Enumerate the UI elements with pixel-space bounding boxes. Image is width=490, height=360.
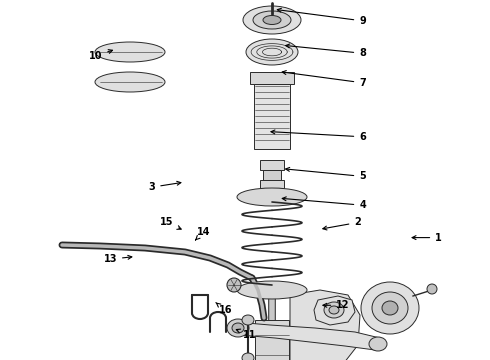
Ellipse shape [263, 15, 281, 24]
Ellipse shape [242, 353, 254, 360]
Ellipse shape [372, 292, 408, 324]
Text: 9: 9 [277, 8, 366, 26]
Ellipse shape [329, 306, 339, 314]
Text: 4: 4 [282, 197, 366, 210]
Text: 1: 1 [412, 233, 442, 243]
Ellipse shape [382, 301, 398, 315]
Ellipse shape [361, 282, 419, 334]
Bar [255, 320, 289, 360]
Ellipse shape [95, 72, 165, 92]
Ellipse shape [237, 188, 307, 206]
Bar [254, 84, 290, 149]
Polygon shape [314, 296, 355, 325]
Ellipse shape [369, 337, 387, 351]
Text: 2: 2 [323, 217, 361, 230]
Ellipse shape [95, 42, 165, 62]
Text: 7: 7 [282, 71, 366, 88]
Bar [263, 170, 281, 180]
Ellipse shape [324, 302, 344, 318]
Ellipse shape [243, 6, 301, 34]
Text: 5: 5 [286, 167, 366, 181]
Text: 16: 16 [216, 303, 232, 315]
Text: 10: 10 [89, 50, 113, 61]
Bar [260, 180, 284, 188]
Bar [260, 160, 284, 170]
Circle shape [227, 278, 241, 292]
Text: 8: 8 [286, 44, 366, 58]
Ellipse shape [246, 39, 298, 65]
Ellipse shape [253, 11, 291, 29]
Polygon shape [235, 322, 380, 350]
Polygon shape [290, 290, 360, 360]
Ellipse shape [232, 323, 244, 333]
Text: 3: 3 [148, 181, 181, 192]
Ellipse shape [227, 319, 249, 337]
Ellipse shape [242, 315, 254, 325]
Text: 6: 6 [271, 130, 366, 142]
Ellipse shape [237, 281, 307, 299]
Circle shape [427, 284, 437, 294]
Text: 15: 15 [160, 217, 181, 229]
Text: 13: 13 [103, 254, 132, 264]
Bar [250, 72, 294, 84]
Text: 14: 14 [196, 227, 210, 240]
Text: 11: 11 [236, 329, 257, 340]
Text: 12: 12 [323, 300, 350, 310]
